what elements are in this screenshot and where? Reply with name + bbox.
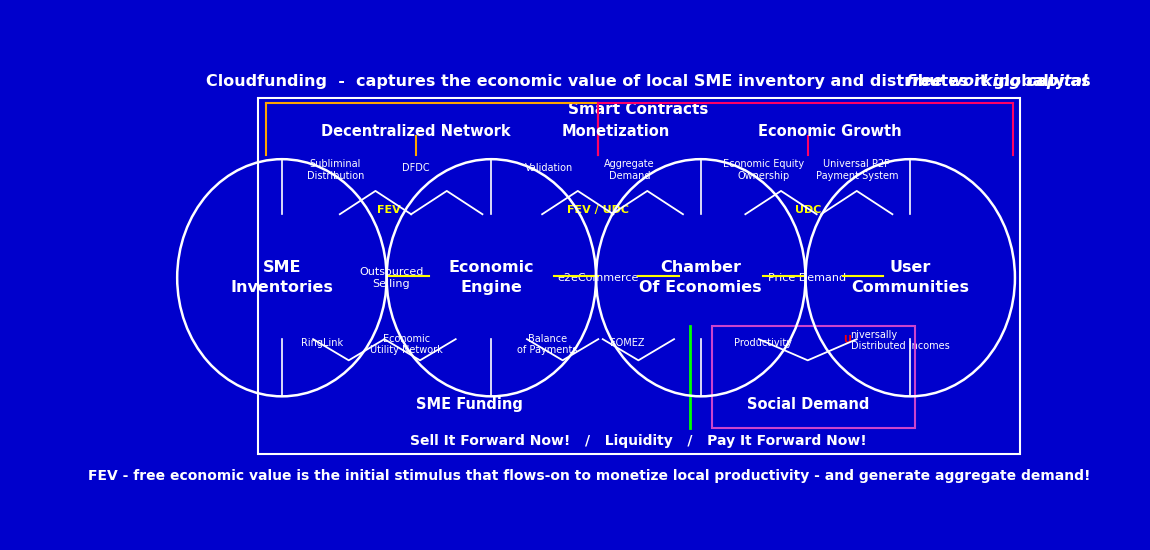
Text: Aggregate
Demand: Aggregate Demand [604,159,654,180]
Text: Decentralized Network: Decentralized Network [321,124,511,139]
Text: UDC: UDC [795,205,821,215]
Text: FEV / UDC: FEV / UDC [567,205,629,215]
Text: Economic
Utility Network: Economic Utility Network [370,334,443,355]
Text: RingLink: RingLink [301,338,343,348]
Text: niversally
Distributed Incomes: niversally Distributed Incomes [851,329,949,351]
Text: Outsourced
Selling: Outsourced Selling [359,267,423,289]
Text: FOMEZ: FOMEZ [611,338,645,348]
Text: Economic
Engine: Economic Engine [448,260,534,295]
Text: Productivity: Productivity [734,338,792,348]
Text: U: U [843,336,851,345]
Text: Chamber
Of Economies: Chamber Of Economies [639,260,762,295]
Text: Validation: Validation [526,163,574,173]
Bar [712,327,914,428]
Text: e2eCommerce: e2eCommerce [558,273,639,283]
Text: Balance
of Payments: Balance of Payments [518,334,577,355]
Text: FEV: FEV [377,205,400,215]
Text: Economic Growth: Economic Growth [758,124,902,139]
Text: SME
Inventories: SME Inventories [230,260,333,295]
Bar [258,98,1020,454]
Text: FEV - free economic value is the initial stimulus that flows-on to monetize loca: FEV - free economic value is the initial… [89,469,1090,483]
Text: Monetization: Monetization [562,124,670,139]
Text: Cloudfunding  -  captures the economic value of local SME inventory and distribu: Cloudfunding - captures the economic val… [206,74,1096,89]
Text: SME Funding: SME Funding [415,397,522,412]
Text: Smart Contracts: Smart Contracts [568,102,708,117]
Text: Economic Equity
Ownership: Economic Equity Ownership [722,159,804,180]
Text: Social Demand: Social Demand [746,397,869,412]
Text: Subliminal
Distribution: Subliminal Distribution [307,159,365,180]
Text: free working capital: free working capital [906,74,1088,89]
Text: Sell It Forward Now!   /   Liquidity   /   Pay It Forward Now!: Sell It Forward Now! / Liquidity / Pay I… [411,434,867,448]
Text: User
Communities: User Communities [851,260,969,295]
Text: DFDC: DFDC [401,163,429,173]
Text: Universal P2P
Payment System: Universal P2P Payment System [815,159,898,180]
Text: Price Demand: Price Demand [768,273,846,283]
